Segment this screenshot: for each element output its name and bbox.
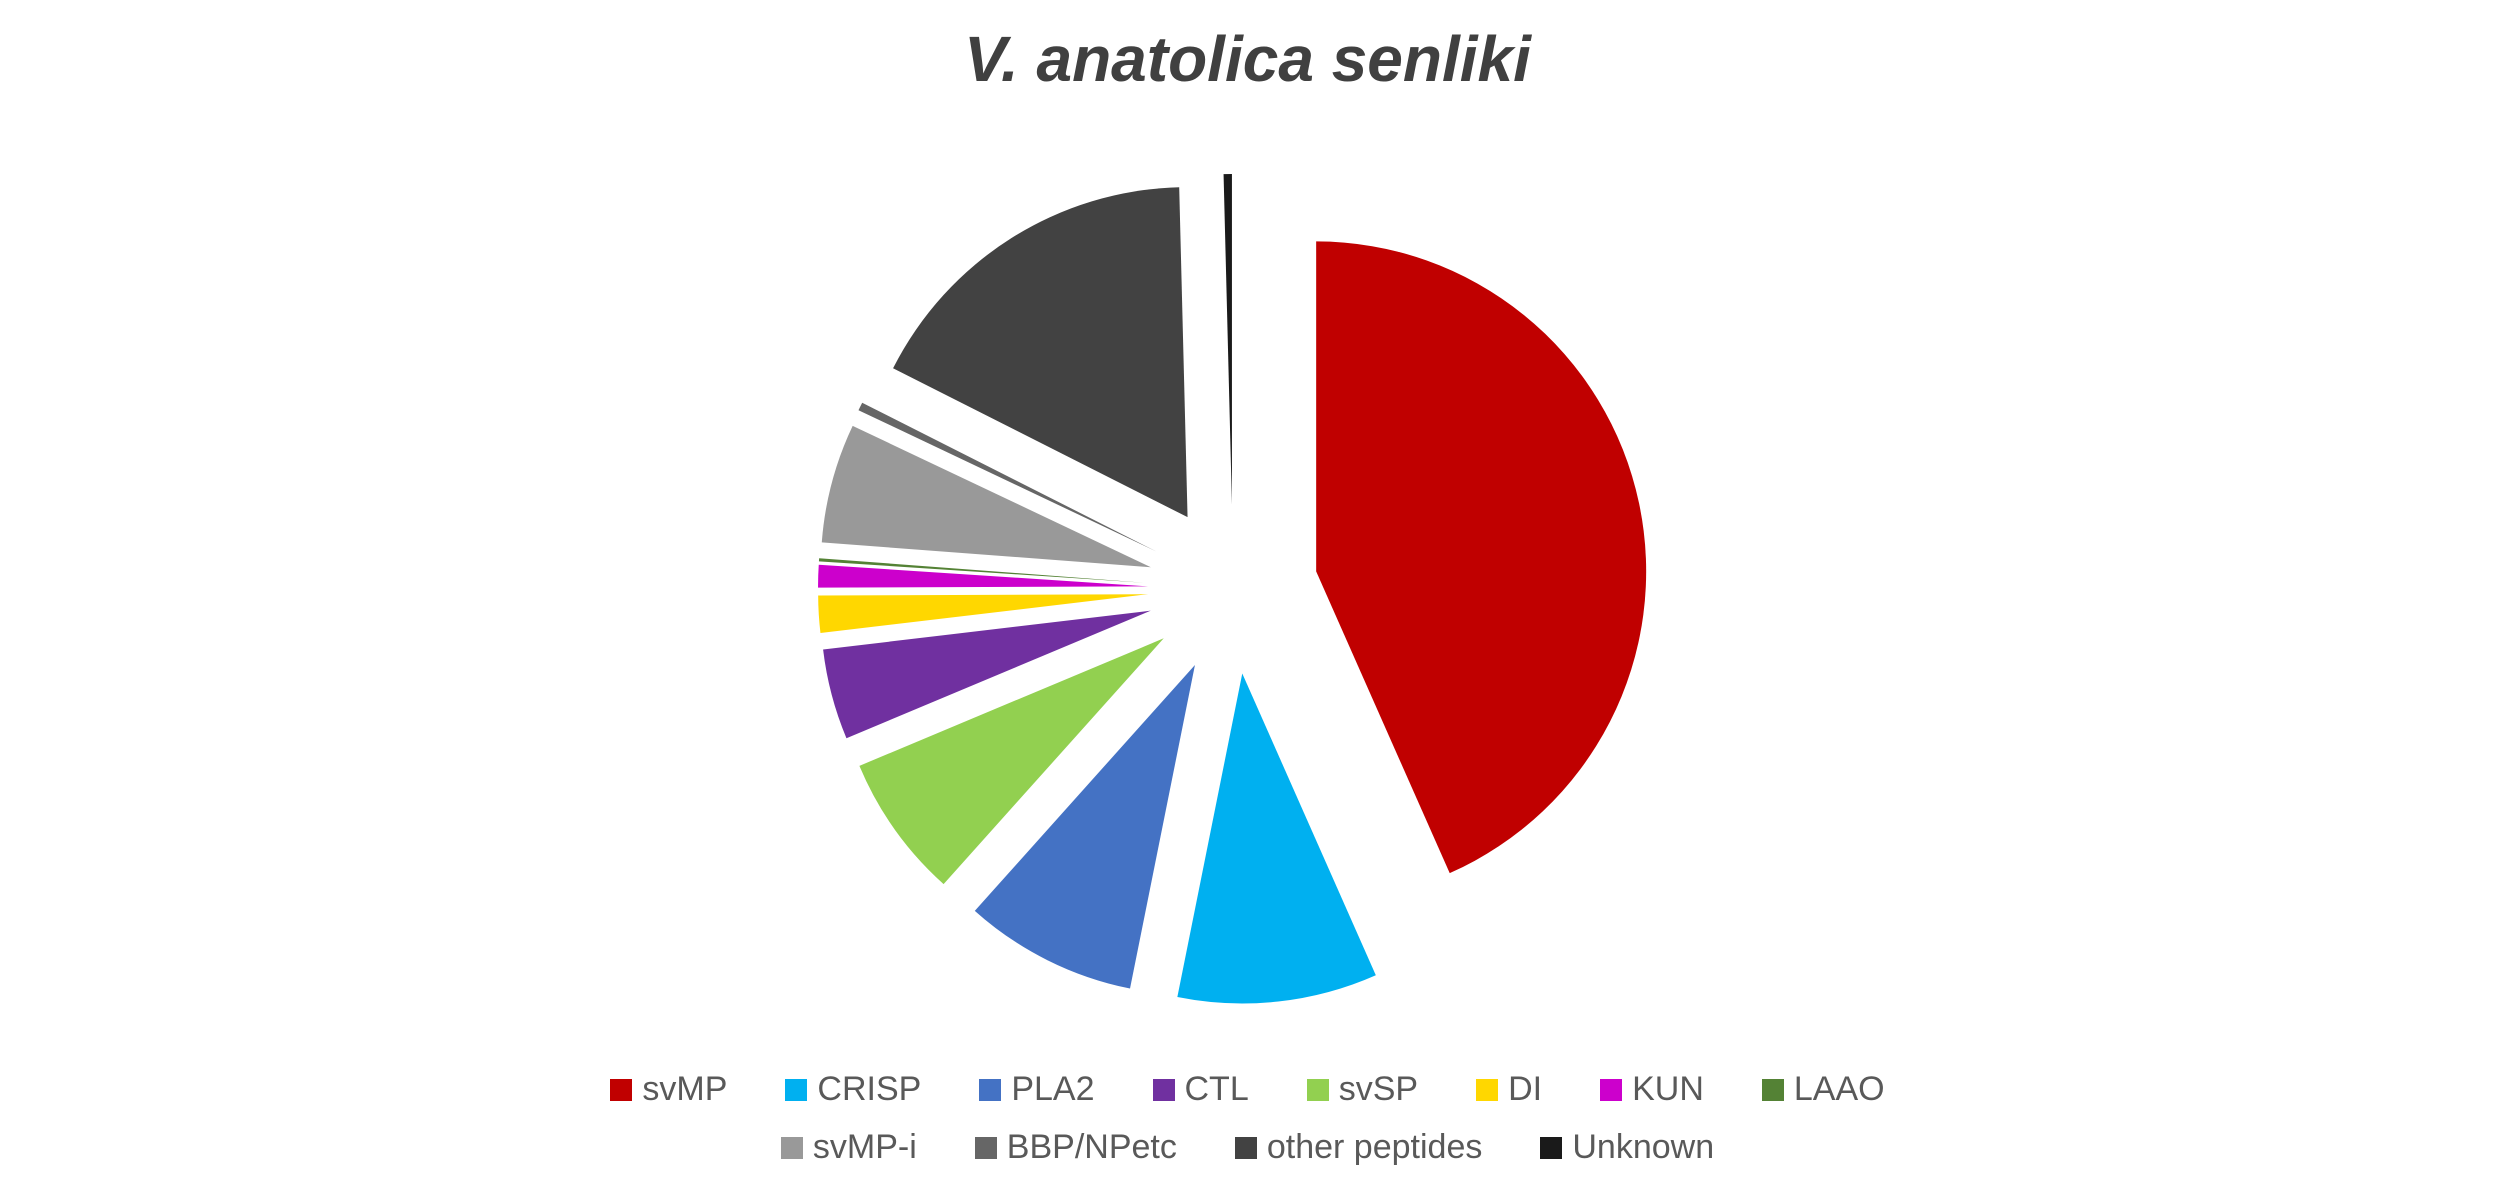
- legend-swatch: [974, 1136, 997, 1159]
- legend-row: svMP CRISP PLA2 CTL svSP DI KUN LAAO: [0, 1070, 2495, 1109]
- legend-label: DI: [1508, 1070, 1543, 1108]
- pie-slice-di: [818, 594, 1149, 634]
- legend-label: KUN: [1632, 1070, 1704, 1108]
- legend-swatch: [1476, 1078, 1499, 1101]
- legend-item: svMP: [610, 1070, 727, 1109]
- pie-slice-crisp: [1177, 673, 1376, 1004]
- pie-slice-pla2: [974, 665, 1195, 989]
- legend-item: CTL: [1152, 1070, 1249, 1109]
- legend-item: CRISP: [785, 1070, 921, 1109]
- pie-slice-unknown: [1223, 174, 1232, 505]
- legend-label: CTL: [1184, 1070, 1249, 1108]
- legend-label: Unknown: [1572, 1128, 1715, 1166]
- legend-row: svMP-i BBP/NPetc other peptides Unknown: [0, 1128, 2495, 1167]
- legend-label: LAAO: [1793, 1070, 1885, 1108]
- legend-item: KUN: [1600, 1070, 1704, 1109]
- legend-label: BBP/NPetc: [1006, 1128, 1177, 1166]
- legend-item: DI: [1476, 1070, 1542, 1109]
- legend-item: BBP/NPetc: [974, 1128, 1177, 1167]
- pie-slice-laao: [818, 558, 1149, 584]
- legend-label: PLA2: [1011, 1070, 1095, 1108]
- legend-swatch: [1234, 1136, 1257, 1159]
- pie-slice-svsp: [859, 638, 1164, 885]
- pie-slice-svmp-i: [821, 425, 1151, 568]
- pie-slice-kun: [818, 564, 1149, 588]
- legend-label: other peptides: [1266, 1128, 1483, 1166]
- legend-item: other peptides: [1234, 1128, 1483, 1167]
- legend-item: Unknown: [1540, 1128, 1714, 1167]
- legend-swatch: [1540, 1136, 1563, 1159]
- legend-swatch: [1152, 1078, 1175, 1101]
- legend-swatch: [979, 1078, 1002, 1101]
- legend-swatch: [610, 1078, 633, 1101]
- pie-slice-svmp: [1316, 241, 1647, 874]
- legend-swatch: [1761, 1078, 1784, 1101]
- pie-chart: [818, 174, 1647, 1004]
- pie-slice-ctl: [823, 610, 1151, 739]
- legend-label: CRISP: [817, 1070, 922, 1108]
- pie-slice-bbp-npetc: [858, 402, 1157, 552]
- legend-item: LAAO: [1761, 1070, 1885, 1109]
- legend-swatch: [1600, 1078, 1623, 1101]
- pie-slice-other-peptides: [893, 187, 1188, 518]
- legend-item: svMP-i: [780, 1128, 917, 1167]
- legend-item: PLA2: [979, 1070, 1095, 1109]
- legend-swatch: [1306, 1078, 1329, 1101]
- chart-title: V. anatolica senliki: [964, 23, 1531, 95]
- legend-label: svMP-i: [812, 1128, 917, 1166]
- legend-label: svSP: [1338, 1070, 1419, 1108]
- legend-swatch: [780, 1136, 803, 1159]
- legend-item: svSP: [1306, 1070, 1419, 1109]
- legend-label: svMP: [642, 1070, 728, 1108]
- legend-swatch: [785, 1078, 808, 1101]
